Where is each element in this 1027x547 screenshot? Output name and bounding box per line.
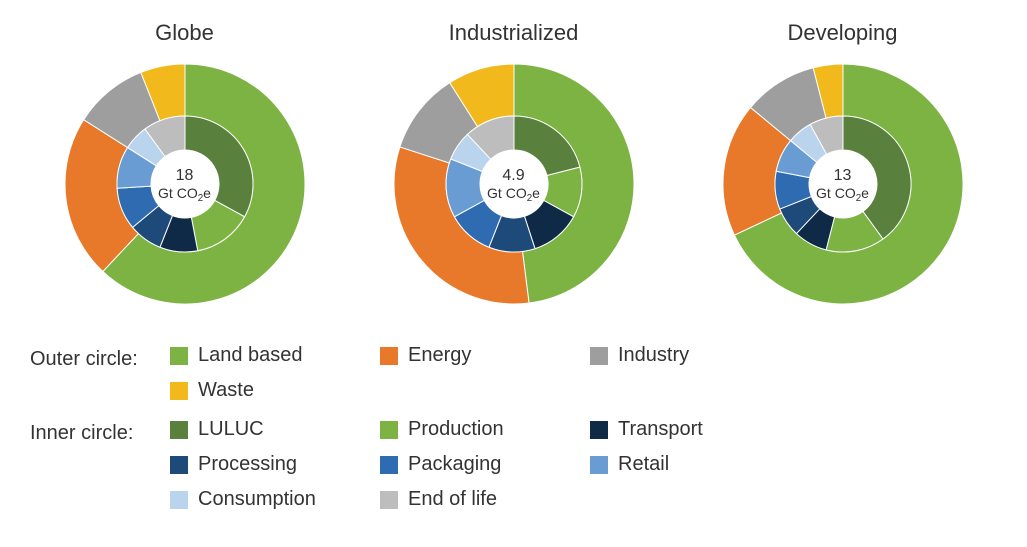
donut-industrialized: 4.9 Gt CO2e	[384, 54, 644, 314]
chart-title: Industrialized	[449, 20, 579, 46]
legend-item-label: Packaging	[408, 453, 501, 476]
swatch-icon	[590, 456, 608, 474]
center-value: 4.9	[502, 167, 524, 184]
legend-inner-row: Inner circle: LULUC Production Transport Pr…	[30, 418, 1007, 511]
swatch-icon	[170, 382, 188, 400]
legend-item-retail: Retail	[590, 453, 800, 476]
swatch-icon	[380, 421, 398, 439]
legend-item-processing: Processing	[170, 453, 380, 476]
charts-row: Globe 18 Gt CO2e Industrialized 4.9 Gt C…	[20, 20, 1007, 314]
legend-item-end-of-life: End of life	[380, 488, 590, 511]
chart-title: Developing	[787, 20, 897, 46]
donut-developing: 13 Gt CO2e	[713, 54, 973, 314]
chart-developing: Developing 13 Gt CO2e	[713, 20, 973, 314]
legend-item-packaging: Packaging	[380, 453, 590, 476]
center-label: 18 Gt CO2e	[158, 166, 211, 202]
swatch-icon	[380, 456, 398, 474]
legend-item-label: Energy	[408, 344, 471, 367]
legend-item-label: LULUC	[198, 418, 264, 441]
legend-item-production: Production	[380, 418, 590, 441]
swatch-icon	[170, 456, 188, 474]
swatch-icon	[170, 347, 188, 365]
legend-inner-label: Inner circle:	[30, 418, 170, 445]
legend-item-label: Waste	[198, 379, 254, 402]
legend-item-luluc: LULUC	[170, 418, 380, 441]
legend-item-label: Industry	[618, 344, 689, 367]
center-label: 13 Gt CO2e	[816, 166, 869, 202]
swatch-icon	[380, 347, 398, 365]
legend-item-transport: Transport	[590, 418, 800, 441]
swatch-icon	[590, 347, 608, 365]
legend-item-waste: Waste	[170, 379, 380, 402]
legend-item-consumption: Consumption	[170, 488, 380, 511]
legend-inner-items: LULUC Production Transport Processing Packag…	[170, 418, 1007, 511]
legend-item-label: End of life	[408, 488, 497, 511]
legend-outer-label: Outer circle:	[30, 344, 170, 371]
legend-outer-row: Outer circle: Land based Energy Industry Wa…	[30, 344, 1007, 402]
legend-item-industry: Industry	[590, 344, 800, 367]
donut-globe: 18 Gt CO2e	[55, 54, 315, 314]
swatch-icon	[170, 421, 188, 439]
center-unit: Gt CO2e	[158, 185, 211, 201]
center-label: 4.9 Gt CO2e	[487, 166, 540, 202]
swatch-icon	[170, 491, 188, 509]
legend-item-label: Consumption	[198, 488, 316, 511]
center-value: 13	[834, 167, 852, 184]
legend-outer-items: Land based Energy Industry Waste	[170, 344, 1007, 402]
chart-globe: Globe 18 Gt CO2e	[55, 20, 315, 314]
swatch-icon	[590, 421, 608, 439]
legend-item-label: Processing	[198, 453, 297, 476]
chart-title: Globe	[155, 20, 214, 46]
center-value: 18	[176, 167, 194, 184]
legend-item-land-based: Land based	[170, 344, 380, 367]
legend-item-label: Production	[408, 418, 504, 441]
legend-item-label: Land based	[198, 344, 303, 367]
legend: Outer circle: Land based Energy Industry Wa…	[20, 344, 1007, 511]
center-unit: Gt CO2e	[816, 185, 869, 201]
swatch-icon	[380, 491, 398, 509]
legend-item-label: Retail	[618, 453, 669, 476]
legend-item-label: Transport	[618, 418, 703, 441]
center-unit: Gt CO2e	[487, 185, 540, 201]
legend-item-energy: Energy	[380, 344, 590, 367]
chart-industrialized: Industrialized 4.9 Gt CO2e	[384, 20, 644, 314]
